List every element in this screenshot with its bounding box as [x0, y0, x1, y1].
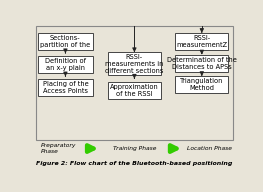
- FancyBboxPatch shape: [175, 76, 228, 93]
- FancyBboxPatch shape: [175, 55, 228, 72]
- FancyBboxPatch shape: [175, 33, 228, 50]
- Text: Approximation
of the RSSI: Approximation of the RSSI: [110, 84, 159, 97]
- Text: Definition of
an x-y plain: Definition of an x-y plain: [45, 58, 86, 71]
- FancyBboxPatch shape: [108, 82, 161, 98]
- Text: Determination of the
Distances to APSs: Determination of the Distances to APSs: [167, 57, 237, 70]
- Text: Triangulation
Method: Triangulation Method: [180, 78, 224, 91]
- FancyBboxPatch shape: [38, 79, 93, 96]
- FancyBboxPatch shape: [108, 52, 161, 75]
- Text: RSSI-
measurements in
different sections: RSSI- measurements in different sections: [105, 54, 164, 74]
- Text: Placing of the
Access Points: Placing of the Access Points: [43, 81, 88, 94]
- FancyBboxPatch shape: [38, 56, 93, 73]
- Text: RSSI-
measurementZ: RSSI- measurementZ: [176, 35, 227, 48]
- Text: Figure 2: Flow chart of the Bluetooth-based positioning: Figure 2: Flow chart of the Bluetooth-ba…: [36, 161, 232, 166]
- Text: Preparatory
Phase: Preparatory Phase: [41, 143, 76, 154]
- FancyBboxPatch shape: [38, 33, 93, 50]
- Text: Location Phase: Location Phase: [187, 146, 232, 151]
- Text: Sections-
partition of the: Sections- partition of the: [40, 35, 90, 48]
- Text: Training Phase: Training Phase: [113, 146, 156, 151]
